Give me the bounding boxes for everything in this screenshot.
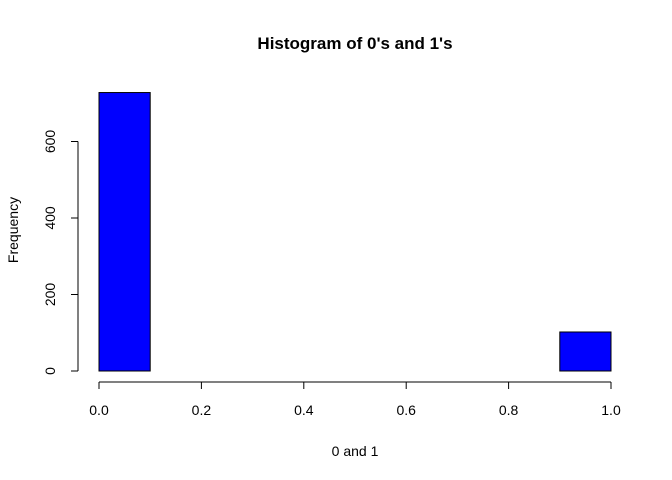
- x-tick-label: 0.2: [192, 402, 212, 418]
- x-axis-label: 0 and 1: [332, 443, 379, 459]
- histogram-bar: [98, 92, 151, 372]
- y-tick-label: 400: [42, 206, 58, 230]
- chart-title: Histogram of 0's and 1's: [257, 34, 452, 53]
- x-tick-label: 0.8: [499, 402, 519, 418]
- y-tick-label: 600: [42, 130, 58, 154]
- y-axis: 0 200 400 600: [42, 130, 79, 375]
- y-tick-label: 0: [42, 367, 58, 375]
- histogram-bar: [559, 331, 612, 372]
- x-tick-label: 0.4: [294, 402, 314, 418]
- y-tick-label: 200: [42, 283, 58, 307]
- x-axis: 0.0 0.2 0.4 0.6 0.8 1.0: [89, 381, 621, 418]
- y-axis-label: Frequency: [5, 197, 21, 263]
- x-tick-label: 1.0: [601, 402, 621, 418]
- bars-group: [98, 92, 612, 372]
- x-tick-label: 0.6: [396, 402, 416, 418]
- x-tick-label: 0.0: [89, 402, 109, 418]
